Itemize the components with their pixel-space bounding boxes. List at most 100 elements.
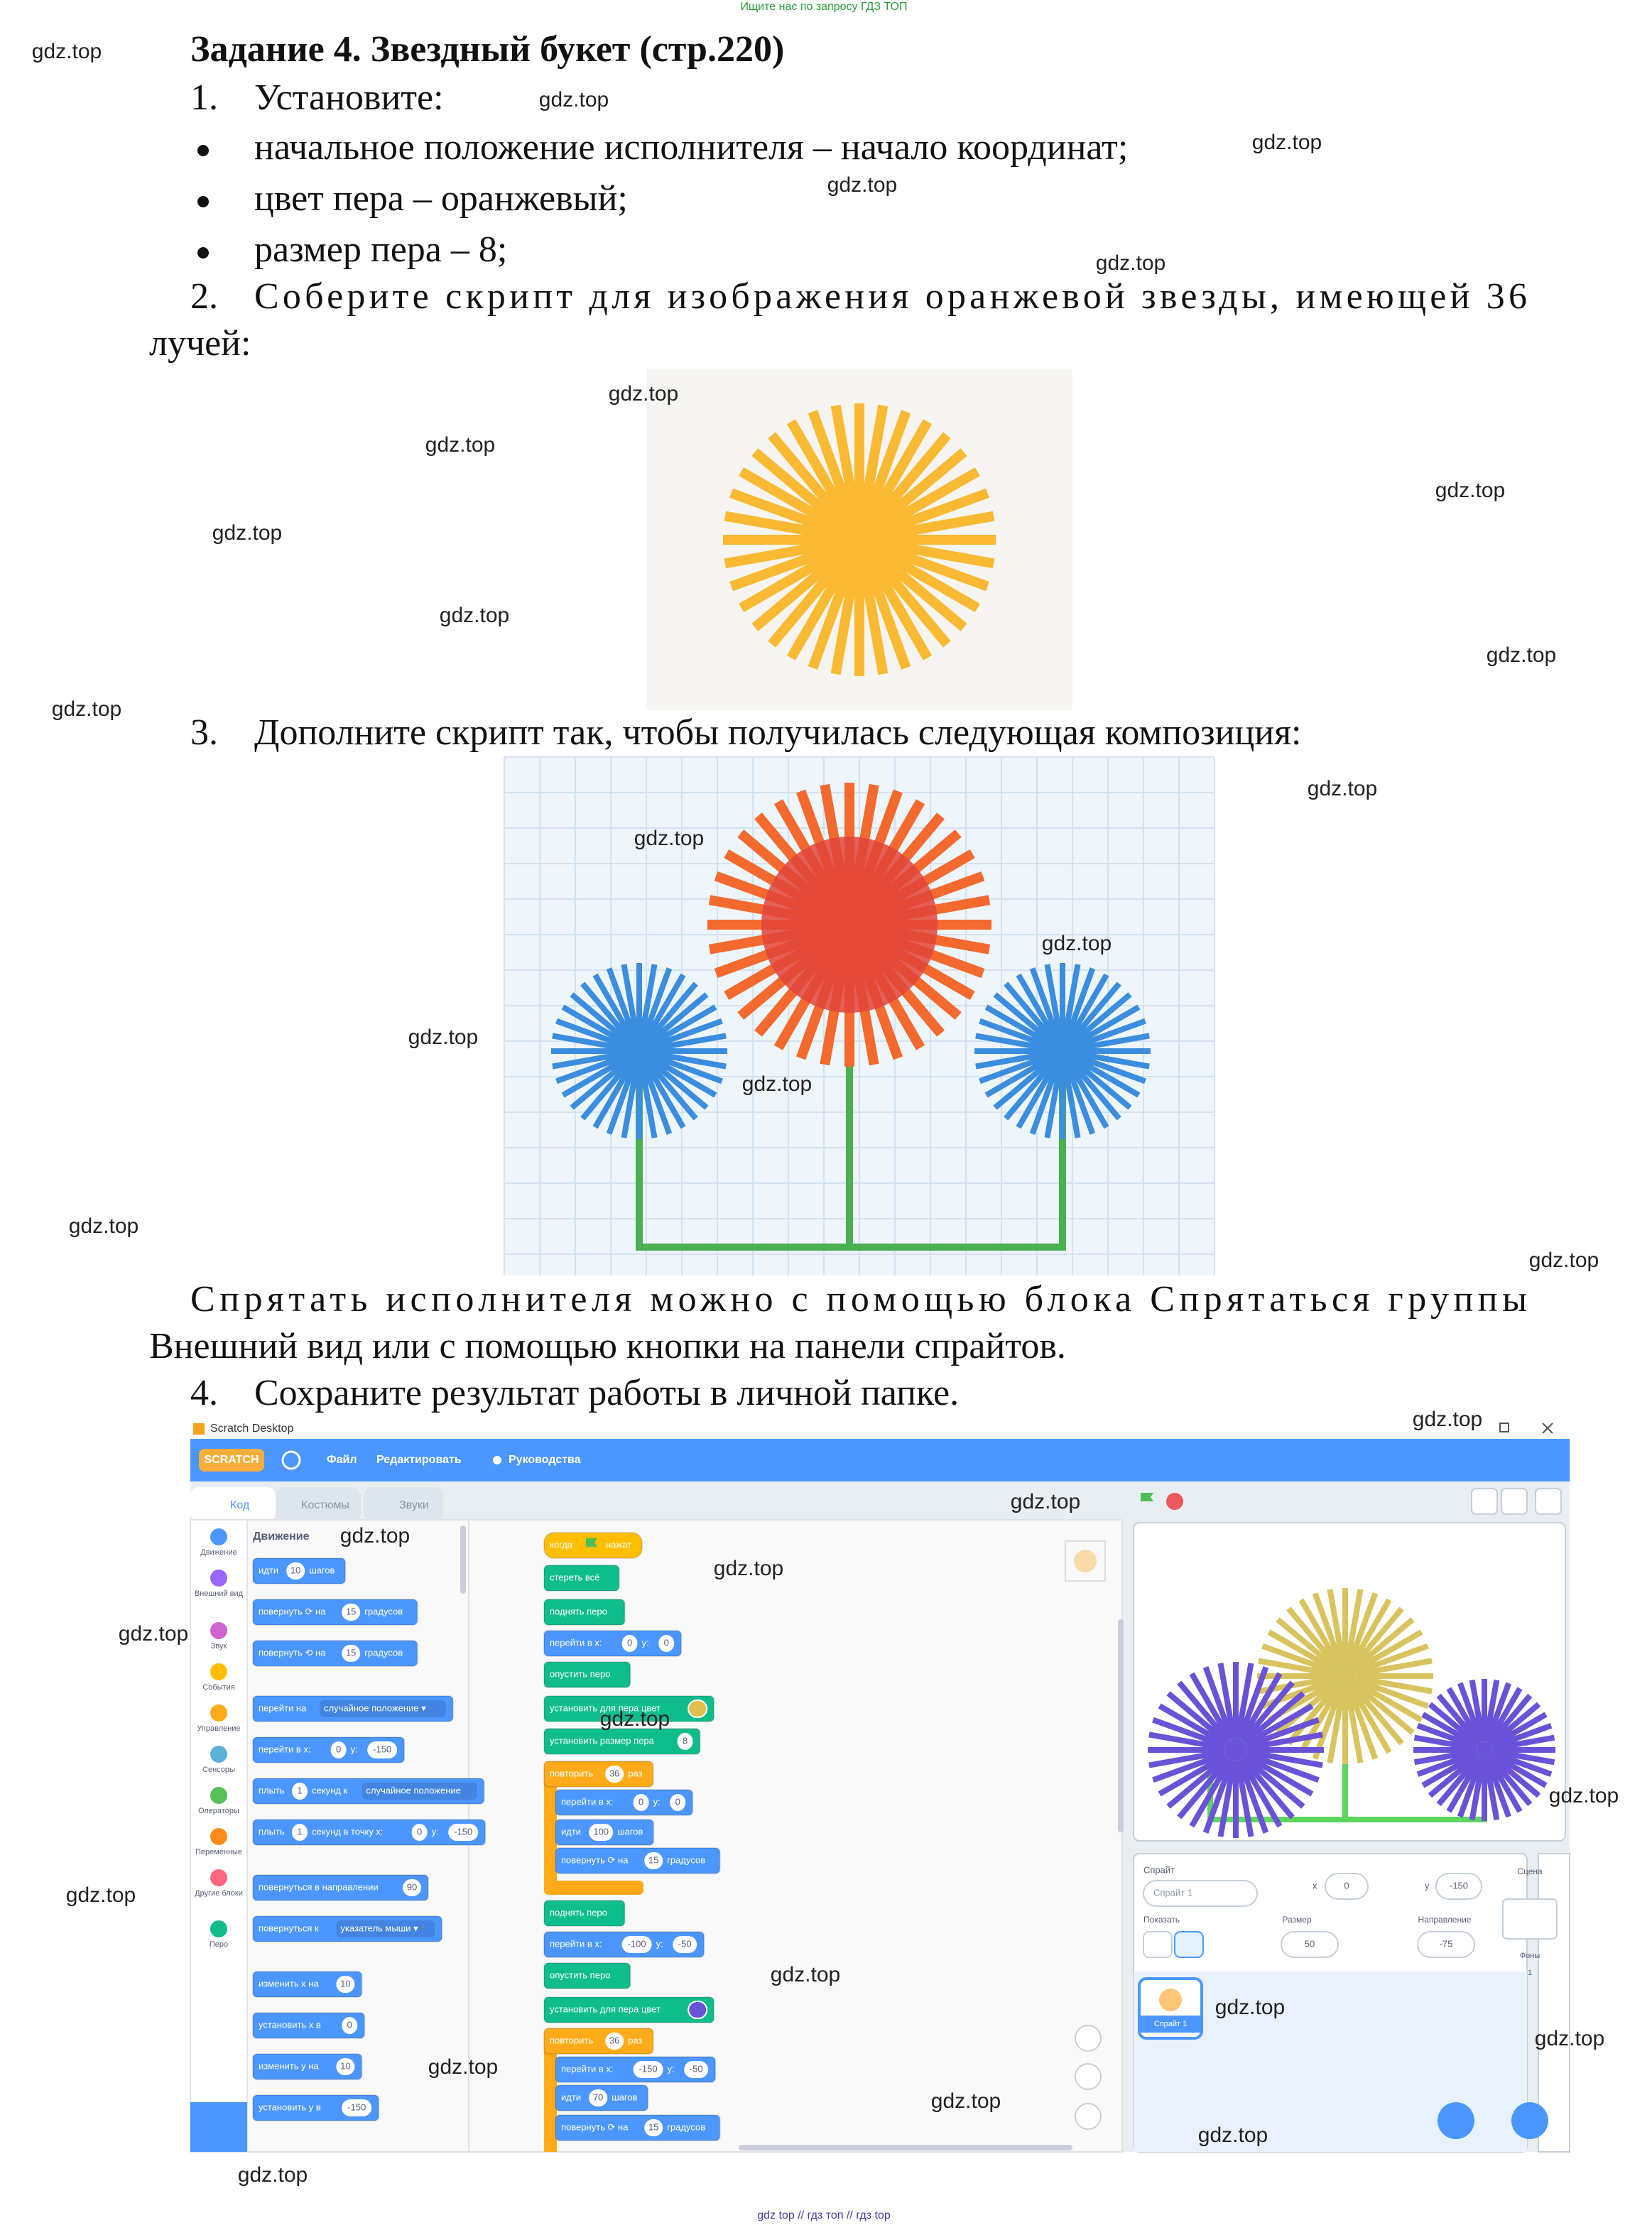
ray — [1177, 1680, 1231, 1744]
block[interactable] — [543, 1630, 683, 1657]
block-input — [342, 1645, 361, 1662]
block-label: нажат — [606, 1539, 631, 1550]
watermark: gdz.top — [425, 433, 495, 457]
category-dot[interactable] — [210, 1528, 227, 1545]
category-dot[interactable] — [210, 1869, 227, 1886]
ray — [1487, 1754, 1533, 1807]
panel-value: 50 — [1305, 1938, 1315, 1949]
ray — [1286, 1682, 1340, 1746]
block-label: установить для пера цвет — [550, 1702, 661, 1713]
menu-item[interactable]: Файл — [327, 1454, 357, 1466]
block-label: повернуть ⟲ на — [259, 1647, 326, 1658]
ext-btn[interactable] — [190, 2102, 247, 2152]
category-dot[interactable] — [210, 1622, 227, 1639]
window-title: Scratch Desktop — [210, 1423, 293, 1435]
block-input-text: 10 — [340, 1978, 350, 1989]
zoom-btn[interactable] — [1075, 2025, 1102, 2052]
block-label: секунд в точку x: — [312, 1826, 384, 1837]
block-input-text: 10 — [290, 1565, 300, 1575]
category-dot[interactable] — [210, 1828, 227, 1845]
block[interactable] — [252, 1695, 454, 1722]
ray — [1312, 1685, 1344, 1760]
star-core — [1476, 1741, 1493, 1758]
watermark: gdz.top — [428, 2055, 498, 2079]
block-input-text: 100 — [593, 1826, 609, 1837]
eye-btn[interactable] — [1143, 1931, 1173, 1958]
ray — [1286, 1606, 1340, 1670]
ray — [1239, 1672, 1283, 1742]
block[interactable] — [555, 1789, 694, 1816]
green-flag[interactable] — [1141, 1493, 1153, 1510]
add-backdrop[interactable] — [1511, 2102, 1548, 2139]
zoom-btn[interactable] — [1075, 2063, 1102, 2090]
category-dot[interactable] — [210, 1704, 227, 1722]
block-input — [448, 1824, 479, 1841]
block[interactable] — [252, 1640, 418, 1667]
zoom-btn[interactable] — [1075, 2103, 1102, 2130]
block[interactable] — [252, 1915, 443, 1942]
block[interactable] — [252, 2053, 363, 2080]
block-input — [411, 1824, 428, 1841]
block[interactable] — [252, 1778, 485, 1805]
category-dot[interactable] — [210, 1570, 227, 1587]
block[interactable] — [543, 1599, 626, 1626]
panel-label: Фоны — [1520, 1952, 1540, 1960]
block-label: когда — [550, 1539, 573, 1550]
block-input-text: -50 — [690, 2063, 703, 2074]
stage-mode[interactable] — [1471, 1488, 1498, 1515]
watermark: gdz.top — [1529, 1249, 1599, 1272]
note-text: Спрятать исполнителя можно с помощью бло… — [190, 1279, 1527, 1320]
color-swatch — [688, 2001, 708, 2019]
block[interactable] — [252, 1971, 363, 1998]
add-sprite[interactable] — [1438, 2102, 1474, 2139]
category-dot[interactable] — [210, 1920, 227, 1937]
ray — [1446, 1756, 1483, 1813]
block[interactable] — [252, 1736, 406, 1763]
tab[interactable] — [364, 1487, 443, 1521]
block[interactable] — [543, 1761, 654, 1788]
stage-mode[interactable] — [1535, 1488, 1562, 1515]
block[interactable] — [543, 1565, 620, 1592]
ray — [1350, 1682, 1404, 1746]
block[interactable] — [555, 1847, 721, 1874]
block-input-text: 0 — [347, 2019, 352, 2030]
menu-item[interactable]: Редактировать — [376, 1454, 462, 1466]
block[interactable] — [543, 1661, 631, 1688]
menu-item[interactable]: Руководства — [509, 1454, 581, 1466]
block-label: перейти в x: — [550, 1938, 602, 1949]
block[interactable] — [252, 1874, 429, 1901]
block[interactable] — [543, 1900, 626, 1927]
logo-box[interactable] — [199, 1449, 264, 1472]
category-dot[interactable] — [210, 1787, 227, 1804]
block[interactable] — [543, 2028, 654, 2055]
block[interactable] — [543, 1996, 715, 2023]
block[interactable] — [543, 1962, 631, 1989]
tab[interactable] — [190, 1487, 276, 1521]
watermark: gdz.top — [1535, 2027, 1604, 2050]
category-dot[interactable] — [210, 1663, 227, 1680]
eye-btn[interactable] — [1174, 1931, 1204, 1958]
block-input — [589, 1824, 614, 1841]
block[interactable] — [252, 2012, 366, 2039]
ray — [1492, 1734, 1555, 1751]
stop-btn[interactable] — [1166, 1493, 1183, 1510]
category-dot[interactable] — [210, 1746, 227, 1763]
block-input — [658, 1635, 675, 1652]
stage-mode[interactable] — [1501, 1488, 1528, 1515]
block[interactable] — [543, 1695, 715, 1722]
panel-label: y — [1425, 1880, 1430, 1891]
block-label: установить x в — [259, 2019, 321, 2030]
watermark: gdz.top — [1308, 777, 1377, 800]
block-input — [367, 1741, 398, 1758]
tab[interactable] — [276, 1487, 361, 1521]
block-menu — [320, 1700, 446, 1717]
bullet — [197, 247, 209, 259]
block-label: градусов — [364, 1647, 403, 1658]
block-input-text: -150 — [454, 1826, 472, 1837]
block[interactable] — [252, 1599, 418, 1626]
ray — [1436, 1693, 1482, 1746]
block[interactable] — [555, 2114, 721, 2141]
ray — [1457, 1756, 1484, 1818]
block[interactable] — [543, 1728, 701, 1755]
block[interactable] — [252, 1819, 487, 1846]
